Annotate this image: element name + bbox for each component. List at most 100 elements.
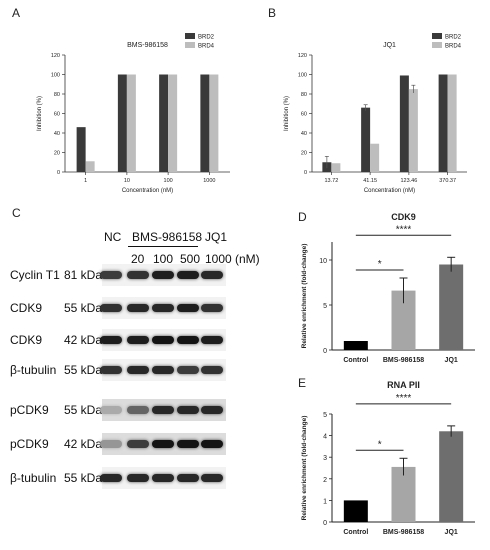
panel-label-d: D (298, 210, 307, 224)
x-tick-label: BMS-986158 (383, 529, 424, 536)
y-tick-label: 2 (323, 477, 327, 484)
y-tick-label: 10 (319, 258, 327, 265)
y-tick-label: 20 (54, 151, 60, 157)
x-tick-label: 10 (124, 178, 130, 184)
panel-label-c: C (12, 206, 21, 220)
bar-control (343, 500, 368, 522)
y-tick-label: 80 (54, 92, 60, 98)
blot-kda-label: 42 kDa (64, 333, 103, 347)
y-tick-label: 40 (301, 131, 307, 137)
significance-marker: * (378, 439, 382, 450)
blot-protein-label: pCDK9 (10, 437, 49, 451)
bar-brd4 (85, 161, 95, 172)
bar-brd2 (200, 74, 210, 172)
x-tick-label: Control (343, 529, 368, 536)
group-label-jq1: JQ1 (205, 230, 228, 244)
blot-kda-label: 42 kDa (64, 437, 103, 451)
blot-band (100, 406, 122, 414)
y-tick-label: 0 (323, 520, 327, 527)
bar-jq1 (439, 264, 464, 350)
y-tick-label: 5 (323, 412, 327, 419)
legend-swatch-brd2 (185, 33, 195, 39)
y-tick-label: 120 (51, 53, 60, 59)
blot-band (152, 406, 174, 414)
blot-band (127, 474, 149, 482)
chart-title: CDK9 (391, 212, 416, 222)
group-label-bms: BMS-986158 (132, 230, 203, 244)
blot-band (127, 406, 149, 414)
x-tick-label: 41.15 (363, 178, 377, 184)
y-tick-label: 0 (323, 348, 327, 355)
significance-marker: **** (396, 224, 412, 235)
blot-protein-label: CDK9 (10, 333, 43, 347)
x-tick-label: Control (343, 357, 368, 364)
panel-label-b: B (268, 6, 277, 20)
blot-band (177, 474, 199, 482)
bar-brd2 (159, 74, 169, 172)
y-tick-label: 4 (323, 434, 327, 441)
conc-label-20: 20 (131, 252, 145, 266)
blot-band (177, 406, 199, 414)
blot-band (177, 271, 199, 279)
x-axis-label: Concentration (nM) (364, 188, 415, 194)
y-axis-label: Inhibition (%) (284, 96, 290, 131)
x-tick-label: 123.46 (400, 178, 417, 184)
blot-protein-label: Cyclin T1 (10, 268, 60, 282)
blot-band (100, 474, 122, 482)
y-tick-label: 60 (54, 112, 60, 118)
group-label-nc: NC (104, 230, 122, 244)
chart-d: CDK9 0 5 10 Relative enrichment (fold-change… (301, 212, 475, 364)
x-tick-label: 100 (164, 178, 173, 184)
blot-band (152, 474, 174, 482)
western-blot-panel: NC BMS-986158 JQ1 20 100 500 1000 (nM) C… (0, 220, 290, 540)
chart-title: BMS-986158 (127, 42, 168, 49)
legend-swatch-brd4 (432, 42, 442, 48)
blot-band (177, 440, 199, 448)
bar-brd4 (370, 143, 380, 172)
unit-label: (nM) (235, 252, 260, 266)
blot-band (177, 366, 199, 374)
group-bracket-bms (128, 246, 198, 247)
blot-kda-label: 55 kDa (64, 301, 103, 315)
blot-protein-label: β-tubulin (10, 471, 57, 485)
x-tick-label: 1 (84, 178, 87, 184)
blot-band (100, 336, 122, 344)
bar-brd2 (438, 74, 448, 172)
x-tick-label: 13.72 (324, 178, 338, 184)
y-tick-label: 5 (323, 303, 327, 310)
blot-band (152, 440, 174, 448)
blot-protein-label: CDK9 (10, 301, 43, 315)
blot-protein-label: pCDK9 (10, 403, 49, 417)
legend-label: BRD4 (198, 44, 215, 50)
x-axis-label: Concentration (nM) (122, 188, 173, 194)
blot-kda-label: 55 kDa (64, 471, 103, 485)
bar-control (343, 341, 368, 350)
blot-band (127, 336, 149, 344)
legend-swatch-brd4 (185, 42, 195, 48)
y-tick-label: 120 (298, 53, 307, 59)
y-tick-label: 80 (301, 92, 307, 98)
blot-protein-label: β-tubulin (10, 363, 57, 377)
y-tick-label: 100 (51, 73, 60, 79)
legend-swatch-brd2 (432, 33, 442, 39)
x-tick-label: 370.37 (439, 178, 456, 184)
blot-band (100, 271, 122, 279)
y-axis-label: Relative enrichment (fold-change) (301, 244, 308, 349)
blot-band (201, 366, 223, 374)
blot-band (177, 304, 199, 312)
blot-band (152, 336, 174, 344)
bar-brd2 (361, 107, 371, 172)
y-tick-label: 60 (301, 112, 307, 118)
blot-band (152, 271, 174, 279)
blot-kda-label: 55 kDa (64, 363, 103, 377)
bar-brd2 (399, 75, 409, 172)
blot-band (201, 336, 223, 344)
chart-title: JQ1 (383, 42, 396, 49)
chart-e: RNA PII 0 1 2 3 4 5 Relative enrichment (fold-c… (301, 380, 475, 536)
y-tick-label: 3 (323, 455, 327, 462)
blot-band (201, 440, 223, 448)
legend-label: BRD4 (445, 44, 462, 50)
bar-brd4 (331, 163, 341, 172)
bar-brd4 (126, 74, 136, 172)
blot-band (100, 366, 122, 374)
